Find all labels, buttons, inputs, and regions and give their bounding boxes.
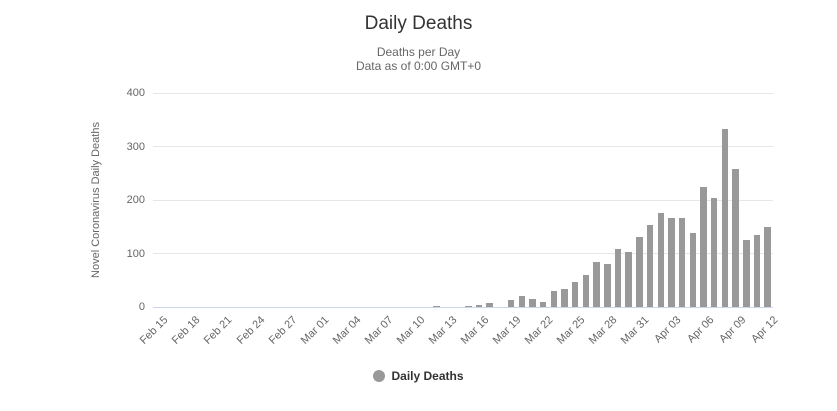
legend-marker-icon	[373, 370, 386, 382]
daily-deaths-bar[interactable]	[753, 235, 761, 307]
x-axis-tick-label: Apr 09	[716, 314, 749, 346]
x-axis-tick-label: Mar 25	[555, 314, 588, 347]
daily-deaths-bar[interactable]	[571, 282, 579, 307]
y-gridline-400	[153, 92, 773, 94]
daily-deaths-bar[interactable]	[646, 225, 654, 307]
x-axis-tick-label: Feb 15	[138, 314, 171, 347]
daily-deaths-bar[interactable]	[700, 187, 707, 307]
daily-deaths-bar[interactable]	[657, 213, 664, 307]
daily-deaths-bar[interactable]	[518, 296, 526, 307]
legend-label: Daily Deaths	[391, 369, 464, 383]
daily-deaths-bar[interactable]	[689, 233, 697, 307]
x-axis-tick-label: Mar 31	[619, 314, 652, 347]
chart-title: Daily Deaths	[364, 13, 473, 34]
plot-area: 0 100 200 300 400 Feb 15 Feb 18 Feb 21 Feb 24 Feb…	[127, 87, 780, 347]
daily-deaths-bar[interactable]	[475, 305, 483, 307]
x-axis-tick-label: Mar 28	[587, 314, 620, 347]
daily-deaths-bar[interactable]	[582, 275, 590, 307]
daily-deaths-bar[interactable]	[721, 129, 729, 307]
x-axis-line	[153, 306, 773, 308]
daily-deaths-bar[interactable]	[539, 302, 547, 307]
daily-deaths-bar[interactable]	[486, 303, 493, 307]
daily-deaths-bar[interactable]	[668, 218, 675, 307]
y-gridline-100	[153, 253, 773, 254]
daily-deaths-bar[interactable]	[465, 306, 472, 307]
y-axis-tick-label-100: 100	[126, 247, 145, 260]
daily-deaths-bar[interactable]	[507, 300, 515, 307]
daily-deaths-bar[interactable]	[614, 249, 622, 307]
daily-deaths-bar[interactable]	[433, 306, 440, 307]
y-gridline-200	[153, 199, 773, 201]
y-axis-tick-label-400: 400	[126, 87, 145, 99]
x-axis-tick-label: Mar 22	[522, 314, 556, 347]
x-axis-tick-label: Mar 04	[330, 314, 364, 347]
daily-deaths-bar[interactable]	[625, 252, 632, 307]
x-axis-tick-label: Mar 19	[490, 314, 524, 347]
chart-subtitle-line-1: Deaths per Day	[376, 45, 461, 59]
daily-deaths-bar[interactable]	[593, 262, 600, 307]
x-axis-tick-label: Mar 07	[362, 314, 396, 347]
daily-deaths-bar[interactable]	[732, 169, 739, 307]
chart-subtitle: Deaths per Day Data as of 0:00 GMT+0	[0, 45, 837, 73]
daily-deaths-bar[interactable]	[678, 218, 686, 307]
daily-deaths-bar[interactable]	[636, 237, 643, 307]
x-axis-tick-label: Mar 16	[458, 314, 492, 347]
x-axis-tick-label: Mar 10	[394, 314, 428, 347]
chart-subtitle-line-2: Data as of 0:00 GMT+0	[355, 59, 482, 73]
daily-deaths-bar[interactable]	[529, 299, 536, 307]
y-axis-tick-label-200: 200	[126, 194, 145, 206]
daily-deaths-bar[interactable]	[604, 264, 611, 307]
x-axis-tick-label: Mar 13	[426, 314, 460, 347]
daily-deaths-bar[interactable]	[561, 289, 568, 307]
y-gridline-300	[153, 146, 773, 147]
x-axis-tick-label: Feb 24	[234, 314, 268, 347]
daily-deaths-bar[interactable]	[764, 227, 771, 307]
daily-deaths-bar[interactable]	[710, 198, 718, 307]
legend-item-daily-deaths[interactable]: Daily Deaths	[0, 369, 837, 383]
x-axis-tick-label: Mar 01	[298, 314, 332, 347]
y-axis-tick-label-0: 0	[138, 301, 145, 313]
daily-deaths-bar[interactable]	[743, 240, 750, 307]
daily-deaths-bar[interactable]	[550, 291, 558, 307]
x-axis-tick-label: Apr 12	[748, 314, 781, 346]
x-axis-tick-label: Feb 21	[202, 314, 235, 347]
x-axis-tick-label: Apr 03	[652, 314, 684, 346]
x-axis-tick-label: Feb 18	[170, 314, 203, 347]
y-axis-tick-label-300: 300	[126, 140, 145, 153]
x-axis-tick-label: Feb 27	[266, 314, 300, 347]
x-axis-tick-label: Apr 06	[684, 314, 717, 346]
